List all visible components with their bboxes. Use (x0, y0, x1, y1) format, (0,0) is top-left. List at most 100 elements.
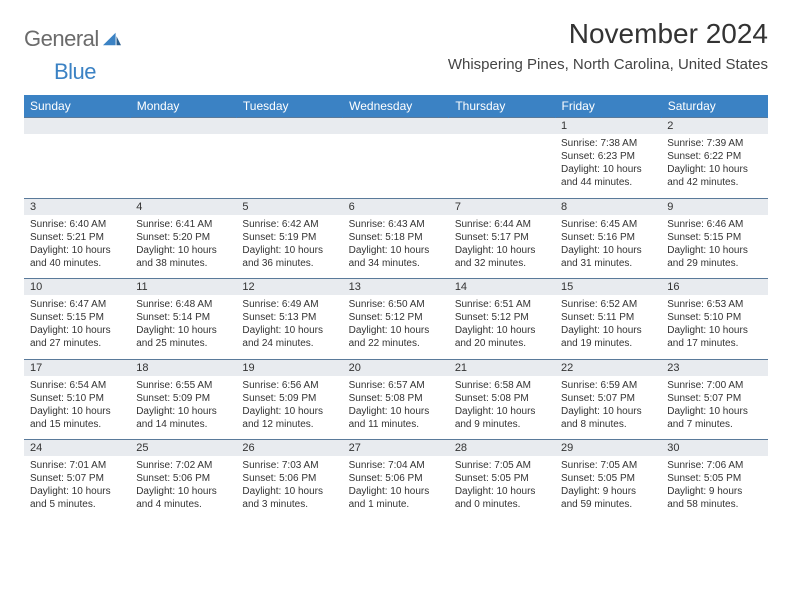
day-number: 8 (561, 201, 567, 213)
daylight-text: Daylight: 10 hours and 22 minutes. (349, 324, 443, 350)
sunrise-text: Sunrise: 6:54 AM (30, 379, 124, 392)
daylight-text: Daylight: 10 hours and 31 minutes. (561, 244, 655, 270)
day-content-cell: Sunrise: 7:04 AMSunset: 5:06 PMDaylight:… (343, 456, 449, 520)
daylight-text: Daylight: 10 hours and 36 minutes. (242, 244, 336, 270)
day-number: 19 (242, 362, 254, 374)
sunset-text: Sunset: 5:07 PM (561, 392, 655, 405)
day-number: 14 (455, 281, 467, 293)
day-number-cell: 30 (661, 440, 767, 457)
sunrise-text: Sunrise: 6:52 AM (561, 298, 655, 311)
daylight-text: Daylight: 10 hours and 1 minute. (349, 485, 443, 511)
day-number: 4 (136, 201, 142, 213)
day-content-cell: Sunrise: 6:52 AMSunset: 5:11 PMDaylight:… (555, 295, 661, 359)
day-number-cell (449, 118, 555, 135)
day-number-cell: 21 (449, 359, 555, 376)
week-content-row: Sunrise: 7:38 AMSunset: 6:23 PMDaylight:… (24, 134, 768, 198)
day-number: 15 (561, 281, 573, 293)
sunset-text: Sunset: 6:22 PM (667, 150, 761, 163)
sunrise-text: Sunrise: 6:58 AM (455, 379, 549, 392)
day-number-cell: 16 (661, 279, 767, 296)
sunset-text: Sunset: 5:06 PM (242, 472, 336, 485)
day-number-cell: 17 (24, 359, 130, 376)
daylight-text: Daylight: 10 hours and 3 minutes. (242, 485, 336, 511)
sunset-text: Sunset: 5:07 PM (667, 392, 761, 405)
daylight-text: Daylight: 9 hours and 58 minutes. (667, 485, 761, 511)
sunset-text: Sunset: 5:05 PM (455, 472, 549, 485)
day-content-cell (343, 134, 449, 198)
month-title: November 2024 (448, 18, 768, 50)
sunset-text: Sunset: 5:16 PM (561, 231, 655, 244)
daylight-text: Daylight: 10 hours and 11 minutes. (349, 405, 443, 431)
daylight-text: Daylight: 10 hours and 0 minutes. (455, 485, 549, 511)
day-header: Monday (130, 95, 236, 118)
sunrise-text: Sunrise: 6:47 AM (30, 298, 124, 311)
sunset-text: Sunset: 5:17 PM (455, 231, 549, 244)
day-content-cell: Sunrise: 6:57 AMSunset: 5:08 PMDaylight:… (343, 376, 449, 440)
day-number-cell: 23 (661, 359, 767, 376)
sunrise-text: Sunrise: 6:41 AM (136, 218, 230, 231)
day-content-cell: Sunrise: 6:55 AMSunset: 5:09 PMDaylight:… (130, 376, 236, 440)
day-header: Friday (555, 95, 661, 118)
daylight-text: Daylight: 10 hours and 34 minutes. (349, 244, 443, 270)
day-number-cell: 7 (449, 198, 555, 215)
day-number: 2 (667, 120, 673, 132)
sunrise-text: Sunrise: 6:50 AM (349, 298, 443, 311)
day-number-cell: 1 (555, 118, 661, 135)
day-content-cell: Sunrise: 7:00 AMSunset: 5:07 PMDaylight:… (661, 376, 767, 440)
day-content-cell (236, 134, 342, 198)
sunrise-text: Sunrise: 7:03 AM (242, 459, 336, 472)
day-header: Wednesday (343, 95, 449, 118)
sunrise-text: Sunrise: 7:39 AM (667, 137, 761, 150)
week-content-row: Sunrise: 6:40 AMSunset: 5:21 PMDaylight:… (24, 215, 768, 279)
sunrise-text: Sunrise: 6:48 AM (136, 298, 230, 311)
day-number-cell: 27 (343, 440, 449, 457)
day-number-cell (236, 118, 342, 135)
day-content-cell: Sunrise: 6:49 AMSunset: 5:13 PMDaylight:… (236, 295, 342, 359)
logo: General (24, 26, 121, 52)
day-number-cell: 6 (343, 198, 449, 215)
sunset-text: Sunset: 5:18 PM (349, 231, 443, 244)
sunset-text: Sunset: 5:20 PM (136, 231, 230, 244)
day-content-cell: Sunrise: 6:44 AMSunset: 5:17 PMDaylight:… (449, 215, 555, 279)
day-content-cell: Sunrise: 7:05 AMSunset: 5:05 PMDaylight:… (555, 456, 661, 520)
day-content-cell: Sunrise: 6:58 AMSunset: 5:08 PMDaylight:… (449, 376, 555, 440)
daylight-text: Daylight: 9 hours and 59 minutes. (561, 485, 655, 511)
daylight-text: Daylight: 10 hours and 15 minutes. (30, 405, 124, 431)
day-number-cell: 13 (343, 279, 449, 296)
week-number-row: 12 (24, 118, 768, 135)
daylight-text: Daylight: 10 hours and 5 minutes. (30, 485, 124, 511)
sunrise-text: Sunrise: 6:59 AM (561, 379, 655, 392)
sunset-text: Sunset: 5:15 PM (667, 231, 761, 244)
daylight-text: Daylight: 10 hours and 4 minutes. (136, 485, 230, 511)
day-header: Tuesday (236, 95, 342, 118)
day-number: 25 (136, 442, 148, 454)
sunrise-text: Sunrise: 7:05 AM (455, 459, 549, 472)
day-number: 29 (561, 442, 573, 454)
sunrise-text: Sunrise: 7:00 AM (667, 379, 761, 392)
day-header: Thursday (449, 95, 555, 118)
title-block: November 2024 Whispering Pines, North Ca… (448, 18, 768, 73)
calendar-page: General November 2024 Whispering Pines, … (0, 0, 792, 532)
calendar-table: SundayMondayTuesdayWednesdayThursdayFrid… (24, 95, 768, 520)
day-number: 1 (561, 120, 567, 132)
day-number-cell: 14 (449, 279, 555, 296)
day-number: 9 (667, 201, 673, 213)
calendar-body: 12Sunrise: 7:38 AMSunset: 6:23 PMDayligh… (24, 118, 768, 521)
day-content-cell: Sunrise: 6:40 AMSunset: 5:21 PMDaylight:… (24, 215, 130, 279)
day-number: 24 (30, 442, 42, 454)
sunset-text: Sunset: 5:09 PM (136, 392, 230, 405)
day-content-cell: Sunrise: 7:01 AMSunset: 5:07 PMDaylight:… (24, 456, 130, 520)
day-number: 6 (349, 201, 355, 213)
daylight-text: Daylight: 10 hours and 32 minutes. (455, 244, 549, 270)
logo-text-general: General (24, 26, 99, 52)
sunrise-text: Sunrise: 6:57 AM (349, 379, 443, 392)
day-number-cell: 24 (24, 440, 130, 457)
sunset-text: Sunset: 5:07 PM (30, 472, 124, 485)
sunset-text: Sunset: 5:10 PM (667, 311, 761, 324)
daylight-text: Daylight: 10 hours and 17 minutes. (667, 324, 761, 350)
sunrise-text: Sunrise: 6:40 AM (30, 218, 124, 231)
day-content-cell: Sunrise: 6:48 AMSunset: 5:14 PMDaylight:… (130, 295, 236, 359)
day-content-cell: Sunrise: 6:46 AMSunset: 5:15 PMDaylight:… (661, 215, 767, 279)
day-number-cell: 25 (130, 440, 236, 457)
daylight-text: Daylight: 10 hours and 24 minutes. (242, 324, 336, 350)
